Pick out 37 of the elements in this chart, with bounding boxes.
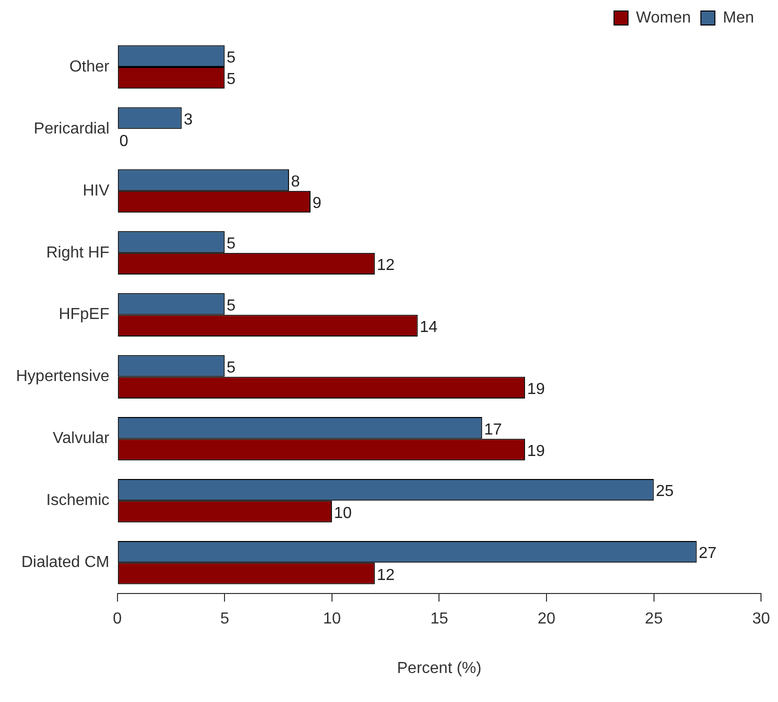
data-label: 19 [527, 442, 545, 460]
data-label: 5 [226, 71, 236, 88]
x-tick-label: 5 [220, 610, 230, 628]
y-tick-label: HFpEF [58, 306, 110, 324]
x-tick-label: 10 [323, 610, 341, 628]
data-label: 10 [334, 504, 352, 522]
data-label: 5 [226, 297, 236, 314]
data-label: 8 [291, 173, 300, 190]
x-tick-label: 0 [112, 610, 122, 628]
data-label: 9 [312, 195, 322, 212]
data-label: 5 [226, 50, 236, 67]
data-label: 12 [376, 257, 395, 274]
x-tick-label: 30 [752, 610, 770, 628]
x-tick-label: 15 [430, 610, 448, 628]
y-tick-label: Hypertensive [16, 368, 110, 386]
y-tick-label: Valvular [52, 430, 110, 448]
data-label: 19 [527, 381, 545, 398]
legend-label: Men [722, 9, 754, 26]
y-tick-label: Right HF [46, 244, 110, 262]
data-label: 5 [226, 359, 236, 376]
data-label: 25 [656, 483, 674, 500]
y-tick-label: Ischemic [46, 492, 110, 510]
x-tick-label: 20 [538, 610, 556, 628]
y-tick-label: Dialated CM [21, 554, 110, 572]
data-label: 5 [226, 235, 236, 252]
y-tick-label: HIV [82, 182, 110, 200]
y-tick-label: Other [69, 58, 110, 76]
y-tick-label: Pericardial [34, 120, 110, 138]
data-label: 0 [119, 133, 128, 150]
data-label: 27 [698, 545, 717, 562]
legend-label: Women [636, 9, 691, 26]
data-label: 12 [376, 566, 395, 584]
x-axis-title: Percent (%) [397, 660, 482, 677]
data-label: 14 [420, 319, 438, 336]
data-label: 3 [184, 111, 193, 128]
data-label: 17 [484, 421, 502, 438]
x-tick-label: 25 [644, 610, 663, 628]
